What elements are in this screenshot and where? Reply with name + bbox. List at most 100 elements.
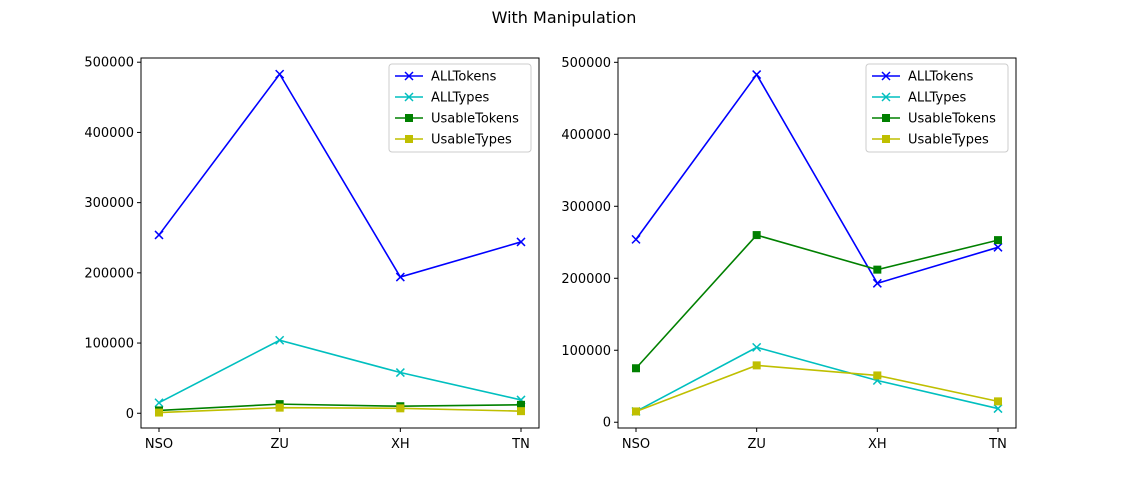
data-point xyxy=(395,272,405,282)
legend: ALLTokens ALLTypes UsableTokens UsableTypes xyxy=(388,63,532,153)
data-point xyxy=(752,361,761,370)
data-point xyxy=(154,398,164,408)
y-tick-label: 200000 xyxy=(84,266,134,281)
marker-stroke xyxy=(395,368,405,378)
marker-stroke xyxy=(631,234,641,244)
series-alltypes xyxy=(154,335,526,408)
series-line xyxy=(158,403,522,412)
series-line xyxy=(635,234,999,369)
series-line xyxy=(158,72,522,278)
data-point xyxy=(516,237,526,247)
legend-marker xyxy=(882,135,890,143)
x-tick-label: XH xyxy=(391,437,410,452)
legend-label: ALLTypes xyxy=(431,91,489,106)
chart-panels: 0 100000 200000 300000 400000 500000 NSO ZU XH TN… xyxy=(84,56,1017,452)
marker-stroke xyxy=(154,398,164,408)
marker-stroke xyxy=(404,92,414,102)
chart-panel-2: 0 100000 200000 300000 400000 500000 NSO ZU XH TN… xyxy=(561,56,1017,452)
x-tick-label: NSO xyxy=(145,437,173,452)
data-point xyxy=(632,407,640,416)
marker-stroke xyxy=(275,335,285,345)
y-tick-label: 100000 xyxy=(84,337,134,352)
x-tick-label: TN xyxy=(511,437,530,452)
series-usabletokens xyxy=(632,231,1002,373)
x-tick-label: ZU xyxy=(270,437,288,452)
data-point xyxy=(396,404,405,413)
series-alltokens xyxy=(154,69,526,282)
legend-label: UsableTokens xyxy=(431,112,519,127)
marker-stroke xyxy=(993,242,1003,252)
legend-item: UsableTypes xyxy=(395,133,512,148)
legend-box xyxy=(865,63,1009,153)
data-point xyxy=(752,342,762,352)
legend-item: ALLTokens xyxy=(872,70,974,85)
y-tick-label: 500000 xyxy=(84,56,134,71)
axes-frame xyxy=(617,57,1017,429)
series-line xyxy=(158,339,522,404)
y-tick-label: 500000 xyxy=(561,56,611,71)
legend-label: ALLTokens xyxy=(431,70,497,85)
marker-stroke xyxy=(872,278,882,288)
y-tick-label: 300000 xyxy=(84,196,134,211)
marker-stroke xyxy=(395,272,405,282)
marker-stroke xyxy=(404,71,414,81)
legend-item: UsableTypes xyxy=(872,133,989,148)
data-point xyxy=(395,368,405,378)
data-point xyxy=(632,364,640,373)
marker-stroke xyxy=(881,92,891,102)
legend-item: ALLTypes xyxy=(872,91,966,106)
axes-frame xyxy=(140,57,540,429)
legend-marker xyxy=(881,71,891,81)
data-point xyxy=(631,234,641,244)
series-line xyxy=(635,364,999,413)
legend-label: ALLTypes xyxy=(908,91,966,106)
data-point xyxy=(873,265,882,274)
series-alltokens xyxy=(631,70,1003,288)
legend-item: ALLTokens xyxy=(395,70,497,85)
y-tick-label: 0 xyxy=(603,416,611,431)
series-usabletypes xyxy=(155,403,525,417)
chart-panel-1: 0 100000 200000 300000 400000 500000 NSO ZU XH TN… xyxy=(84,56,540,452)
data-point xyxy=(872,278,882,288)
x-tick-label: TN xyxy=(988,437,1007,452)
series-line xyxy=(635,73,999,285)
y-tick-label: 300000 xyxy=(561,200,611,215)
legend-label: UsableTokens xyxy=(908,112,996,127)
data-point xyxy=(994,397,1002,406)
data-point xyxy=(154,230,164,240)
legend-item: ALLTypes xyxy=(395,91,489,106)
legend-marker xyxy=(404,92,414,102)
marker-stroke xyxy=(516,237,526,247)
legend-box xyxy=(388,63,532,153)
data-point xyxy=(517,400,525,409)
x-tick-label: ZU xyxy=(747,437,765,452)
series-line xyxy=(635,346,999,413)
legend: ALLTokens ALLTypes UsableTokens UsableTypes xyxy=(865,63,1009,153)
legend-marker xyxy=(882,114,890,122)
marker-stroke xyxy=(275,69,285,79)
figure-title: With Manipulation xyxy=(492,8,637,27)
series-alltypes xyxy=(631,342,1003,416)
y-tick-label: 400000 xyxy=(561,128,611,143)
marker-stroke xyxy=(752,70,762,80)
data-point xyxy=(275,69,285,79)
legend-marker xyxy=(405,135,413,143)
data-point xyxy=(752,231,761,240)
y-tick-label: 400000 xyxy=(84,126,134,141)
data-point xyxy=(873,371,882,380)
series-usabletypes xyxy=(632,361,1002,416)
data-point xyxy=(517,407,525,416)
data-point xyxy=(275,403,284,412)
y-tick-label: 0 xyxy=(126,407,134,422)
data-point xyxy=(275,335,285,345)
marker-stroke xyxy=(993,404,1003,414)
legend-marker xyxy=(881,92,891,102)
legend-label: UsableTypes xyxy=(431,133,512,148)
legend-marker xyxy=(405,114,413,122)
legend-marker xyxy=(404,71,414,81)
marker-stroke xyxy=(752,342,762,352)
legend-label: ALLTokens xyxy=(908,70,974,85)
legend-item: UsableTokens xyxy=(872,112,996,127)
data-point xyxy=(993,404,1003,414)
